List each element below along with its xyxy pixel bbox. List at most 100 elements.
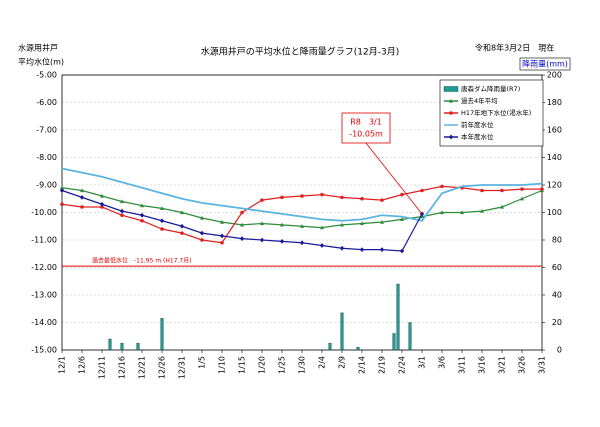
legend-label: 本年度水位 [461, 132, 494, 141]
marker [380, 219, 384, 224]
legend-marker [448, 134, 454, 140]
marker [400, 192, 404, 197]
legend-label: 過去4年平均 [461, 96, 498, 105]
marker [140, 203, 144, 208]
plot-frame [61, 74, 543, 351]
rain-bar [120, 342, 124, 351]
y-tick-label: -7.00 [36, 126, 57, 135]
annotation-box [341, 112, 391, 144]
marker [200, 238, 204, 242]
marker [379, 247, 385, 253]
marker [100, 205, 104, 209]
rain-bar [328, 342, 332, 351]
marker [300, 224, 304, 228]
marker [220, 219, 224, 224]
y-tick-label: -11.00 [31, 236, 57, 245]
marker [260, 221, 264, 226]
x-tick-label: 2/14 [358, 356, 367, 374]
marker [540, 187, 544, 191]
y2-tick-label: 140 [547, 153, 562, 162]
marker [79, 194, 85, 200]
y2-label-box [519, 57, 571, 71]
marker [279, 238, 285, 244]
x-tick-label: 1/30 [298, 356, 307, 374]
marker [199, 230, 205, 236]
marker [280, 195, 284, 200]
y-tick-label: -15.00 [31, 346, 57, 355]
legend-marker [449, 98, 453, 103]
marker [99, 201, 105, 207]
rain-bar [396, 283, 400, 351]
x-tick-label: 12/16 [118, 356, 127, 379]
y-tick-label: -14.00 [31, 318, 57, 327]
annotation-arrow [365, 142, 423, 215]
marker [60, 185, 64, 190]
marker [80, 205, 84, 209]
y-tick-label: -8.00 [36, 153, 57, 162]
marker [180, 210, 184, 215]
x-tick-label: 12/11 [98, 356, 107, 379]
marker [59, 188, 65, 193]
x-tick-label: 3/1 [418, 356, 427, 369]
marker [240, 210, 244, 215]
rain-bar [136, 342, 140, 351]
marker [260, 198, 264, 202]
marker [340, 222, 344, 227]
x-tick-label: 1/25 [278, 356, 287, 374]
marker [200, 215, 204, 220]
marker [380, 198, 384, 202]
marker [259, 237, 265, 243]
marker [440, 210, 444, 215]
marker [240, 222, 244, 227]
y2-tick-label: 0 [557, 346, 562, 355]
series-line [61, 167, 543, 222]
marker [520, 187, 524, 191]
rain-bar [408, 322, 412, 351]
marker [500, 204, 504, 209]
legend-swatch [443, 86, 459, 92]
x-tick-label: 1/10 [218, 356, 227, 374]
y2-tick-label: 20 [552, 318, 562, 327]
marker [119, 208, 125, 214]
x-tick-label: 1/5 [198, 356, 207, 369]
marker [280, 222, 284, 227]
marker [120, 199, 124, 204]
x-tick-label: 3/16 [478, 356, 487, 374]
x-tick-label: 1/20 [258, 356, 267, 374]
marker [339, 245, 345, 251]
y2-tick-label: 200 [547, 71, 562, 80]
x-tick-label: 2/4 [318, 356, 327, 369]
x-tick-label: 3/11 [458, 356, 467, 374]
legend-label: H17年地下水位(渇水年) [461, 108, 531, 117]
x-tick-label: 12/31 [178, 356, 187, 379]
marker [520, 196, 524, 201]
marker [219, 233, 225, 239]
x-tick-label: 12/21 [138, 356, 147, 379]
marker [440, 184, 444, 189]
y2-tick-label: 180 [547, 98, 562, 107]
x-tick-label: 12/6 [78, 356, 87, 374]
rain-bar [160, 318, 164, 351]
y2-tick-label: 40 [552, 291, 562, 300]
marker [179, 223, 185, 229]
marker [160, 227, 164, 231]
marker [140, 218, 144, 223]
y2-label: 降雨量(mm) [522, 59, 568, 69]
legend-label: 前年度水位 [461, 120, 494, 129]
y2-tick-label: 60 [552, 263, 562, 272]
marker [300, 194, 304, 198]
y2-tick-label: 160 [547, 126, 562, 135]
marker [299, 240, 305, 246]
y2-tick-label: 80 [552, 236, 562, 245]
marker [480, 188, 484, 193]
marker [160, 206, 164, 210]
rain-bar [340, 312, 344, 351]
marker [120, 213, 124, 218]
marker [480, 208, 484, 213]
marker [80, 188, 84, 193]
x-tick-label: 3/6 [438, 356, 447, 369]
date-note: 令和8年3月2日 現在 [475, 43, 554, 53]
legend-marker [449, 111, 453, 115]
marker [320, 225, 324, 230]
